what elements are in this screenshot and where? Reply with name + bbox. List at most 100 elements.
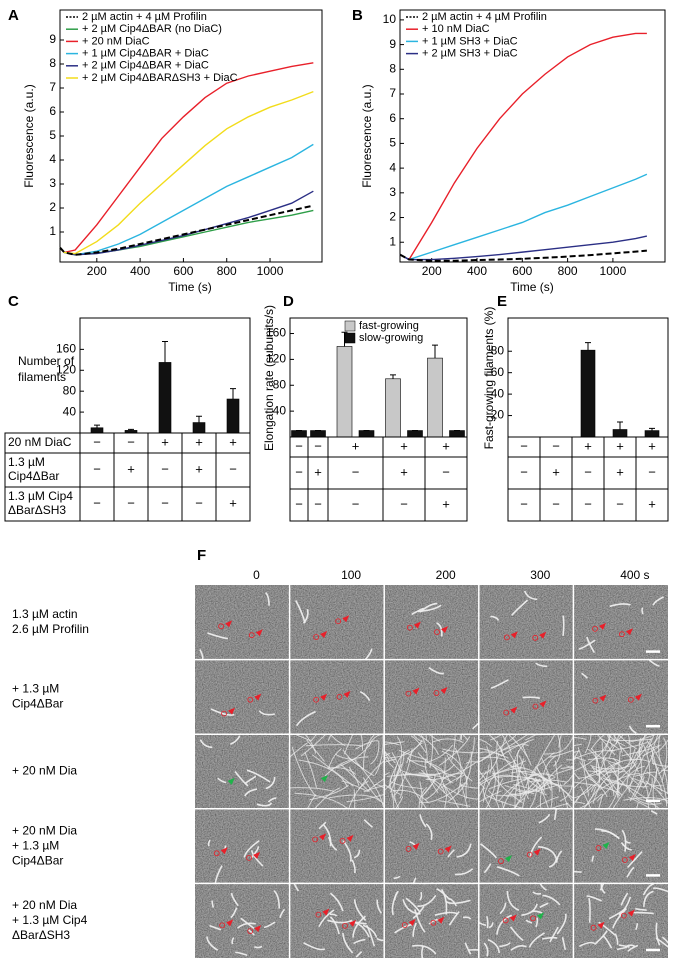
- table-mark: −: [295, 496, 303, 511]
- row-label: + 20 nM Dia: [12, 898, 77, 912]
- table-mark: −: [400, 496, 408, 511]
- filament-end: [405, 845, 412, 852]
- filament: [573, 781, 620, 794]
- filament: [600, 883, 606, 894]
- arrowhead: [441, 626, 449, 634]
- table-mark: −: [295, 438, 303, 453]
- filament: [488, 778, 542, 790]
- filament: [660, 769, 669, 772]
- filament: [607, 762, 620, 799]
- filament-end: [532, 634, 539, 641]
- y-axis-label: Fluorescence (a.u.): [360, 84, 374, 187]
- legend-label: + 2 µM Cip4ΔBAR (no DiaC): [82, 23, 222, 35]
- filament-end: [532, 703, 539, 710]
- filament: [443, 784, 460, 809]
- y-tick-label: 7: [49, 80, 56, 94]
- arrowhead: [510, 706, 518, 714]
- filament: [578, 941, 595, 948]
- filament: [566, 759, 574, 761]
- row-label: ΔBarΔSH3: [12, 928, 70, 942]
- filament: [573, 750, 580, 753]
- table-mark: −: [161, 495, 169, 510]
- filament-end: [503, 709, 510, 716]
- row-label: + 1.3 µM: [12, 682, 59, 696]
- filament: [538, 813, 551, 824]
- filament: [523, 590, 538, 601]
- table-row-label: 1.3 µM: [8, 455, 45, 469]
- filament-end: [592, 625, 598, 632]
- legend-label: + 2 µM Cip4ΔBAR + DiaC: [82, 60, 209, 72]
- filament: [384, 741, 405, 746]
- table-mark: +: [400, 464, 408, 479]
- filament: [618, 896, 632, 916]
- filament: [393, 875, 401, 880]
- filament: [615, 734, 620, 745]
- filament: [355, 740, 380, 750]
- filament: [318, 909, 335, 928]
- filament: [642, 744, 661, 757]
- filament: [419, 814, 427, 828]
- filament: [627, 851, 643, 869]
- filament: [478, 738, 493, 748]
- filament: [384, 771, 390, 777]
- filament: [303, 941, 326, 951]
- filament: [327, 919, 353, 924]
- filament: [506, 890, 520, 911]
- row-label: 1.3 µM actin: [12, 607, 78, 621]
- filament: [587, 757, 620, 762]
- arrowhead: [599, 694, 607, 702]
- arrowhead: [408, 918, 416, 926]
- filament: [501, 800, 505, 809]
- bar: [427, 357, 443, 438]
- filament-end: [526, 851, 533, 858]
- filament: [459, 784, 479, 789]
- bar: [449, 430, 465, 438]
- filament-end: [437, 848, 444, 855]
- filament: [207, 632, 229, 640]
- table-mark: +: [552, 464, 560, 479]
- filament: [436, 622, 443, 637]
- arrowhead: [320, 775, 328, 783]
- filament: [594, 930, 608, 945]
- bar: [336, 346, 353, 438]
- y-axis-label: Fluorescence (a.u.): [22, 84, 36, 187]
- filament-end: [430, 919, 437, 926]
- filament: [655, 739, 669, 754]
- filament: [412, 944, 437, 955]
- filament-end: [313, 696, 320, 703]
- filament: [392, 789, 429, 804]
- filament: [521, 794, 527, 809]
- filament: [384, 750, 390, 762]
- filament: [643, 890, 654, 907]
- filament: [587, 770, 625, 773]
- table-row-label: Cip4ΔBar: [8, 469, 59, 483]
- filament: [314, 787, 341, 809]
- filament-end: [336, 693, 343, 700]
- filament: [533, 734, 556, 774]
- filament: [609, 738, 652, 742]
- y-tick-label: 120: [266, 352, 286, 366]
- bar: [192, 422, 206, 434]
- filament: [631, 911, 654, 915]
- filament: [608, 734, 625, 759]
- table-mark: +: [584, 438, 592, 453]
- row-label: Cip4ΔBar: [12, 853, 63, 867]
- filament: [478, 769, 491, 785]
- micrograph: [490, 662, 548, 716]
- x-axis-label: Time (s): [168, 280, 212, 294]
- filament: [425, 823, 433, 841]
- filament: [507, 734, 518, 743]
- filament: [410, 735, 427, 754]
- filament: [646, 771, 663, 792]
- table-mark: −: [314, 496, 322, 511]
- filament: [258, 710, 276, 716]
- filament: [614, 933, 619, 945]
- filament: [341, 780, 369, 793]
- y-tick-label: 5: [389, 136, 396, 150]
- error-bar: [617, 421, 623, 430]
- filament: [419, 891, 423, 901]
- x-tick-label: 800: [558, 264, 578, 278]
- filament: [300, 734, 327, 757]
- filament: [387, 774, 433, 778]
- y-axis-label: Number of: [18, 354, 75, 368]
